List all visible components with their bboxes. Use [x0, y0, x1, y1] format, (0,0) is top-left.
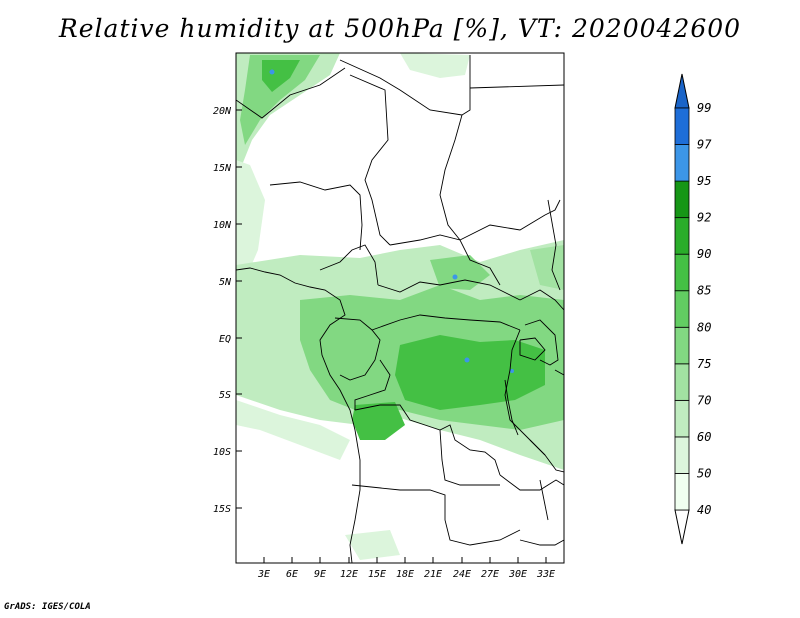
colorbar-segment: [674, 473, 690, 511]
lon-label: 18E: [396, 569, 414, 580]
border-niger-south: [269, 181, 363, 251]
border-tanzania: [529, 439, 564, 473]
map-frame: [235, 52, 565, 564]
border-nigeria-cameroon: [319, 244, 379, 286]
colorbar: 40 50 60 70 75 80 85 90 92 95 97 99: [674, 73, 712, 545]
colorbar-above-arrow: [674, 73, 690, 109]
credit-label: GrADS: IGES/COLA: [4, 602, 91, 612]
rh-region-angola: [352, 402, 405, 440]
colorbar-segment: [674, 399, 690, 438]
border-sudan-ss: [459, 199, 561, 241]
colorbar-segment: [674, 290, 690, 328]
rh-region-northwest-inner: [262, 60, 300, 92]
rh-region-southwest-tail: [236, 400, 350, 460]
lat-label: 10N: [213, 220, 232, 231]
border-angola-drc: [354, 404, 501, 476]
lon-label: 6E: [286, 569, 298, 580]
colorbar-label: 40: [697, 503, 711, 517]
country-boundaries: [236, 55, 564, 563]
rh-region-northwest-core: [240, 55, 320, 145]
lon-label: 3E: [257, 569, 270, 580]
colorbar-segment: [674, 180, 690, 219]
border-uganda-lake: [524, 319, 559, 366]
latitude-axis: 20N 15N 10N 5N EQ 5S 10S 15S: [213, 106, 242, 515]
lake-tanganyika: [504, 379, 519, 436]
border-east-ethiopia: [547, 199, 561, 291]
colorbar-label: 70: [697, 393, 711, 407]
lat-label: 15S: [213, 504, 231, 515]
lat-label: 5S: [219, 390, 231, 401]
rh-region-west-edge: [236, 160, 265, 290]
colorbar-segment: [674, 107, 690, 145]
rh-max-blue-2: [452, 274, 458, 280]
border-chad-sudan: [439, 114, 463, 241]
lon-label: 24E: [453, 569, 471, 580]
lon-label: 30E: [508, 569, 527, 580]
border-car-south: [377, 279, 521, 301]
colorbar-label: 50: [697, 466, 711, 480]
colorbar-below-arrow: [674, 509, 690, 545]
colorbar-segment: [674, 363, 690, 401]
lake-malawi: [539, 479, 549, 521]
colorbar-label: 92: [697, 211, 711, 225]
border-libya-chad: [339, 59, 463, 116]
colorbar-segment: [674, 144, 690, 182]
colorbar-label: 60: [697, 430, 711, 444]
map-title: Relative humidity at 500hPa [%], VT: 202…: [58, 14, 742, 43]
colorbar-label: 97: [697, 138, 712, 152]
lon-label: 21E: [424, 569, 442, 580]
border-drc-west: [354, 359, 391, 410]
lat-label: 10S: [213, 447, 231, 458]
rh-region-central-core: [395, 335, 545, 410]
border-sudan-north: [469, 84, 564, 89]
lat-label: EQ: [219, 334, 231, 345]
colorbar-segment: [674, 436, 690, 474]
border-ss-kenya: [519, 289, 564, 311]
border-kenya-tanzania: [554, 369, 564, 376]
border-drc-north: [371, 314, 521, 331]
colorbar-segment: [674, 326, 690, 365]
colorbar-segment: [674, 217, 690, 255]
border-niger-chad: [349, 74, 391, 246]
rh-region-north-top: [400, 53, 470, 78]
colorbar-segment: [674, 253, 690, 292]
colorbar-label: 90: [697, 247, 711, 261]
lat-label: 15N: [213, 163, 232, 174]
lon-label: 33E: [536, 569, 555, 580]
humidity-field: [236, 53, 564, 560]
rh-region-south-patch: [345, 530, 400, 560]
colorbar-label: 85: [697, 284, 711, 298]
rh-max-blue-4: [510, 369, 514, 373]
lon-label: 9E: [314, 569, 326, 580]
border-egypt-sudan: [461, 55, 471, 116]
lon-label: 27E: [481, 569, 499, 580]
colorbar-label: 99: [697, 101, 711, 115]
colorbar-label: 80: [697, 320, 711, 334]
border-gabon-congo: [334, 317, 381, 381]
longitude-axis: 3E 6E 9E 12E 15E 18E 21E 24E 27E 30E 33E: [257, 557, 555, 580]
rh-max-blue-3: [464, 357, 470, 363]
coastline-west: [236, 267, 361, 563]
border-zambia-east: [499, 474, 564, 491]
border-angola-zambia: [439, 429, 500, 486]
border-mali-niger: [236, 67, 346, 119]
rh-max-blue-1: [269, 69, 275, 75]
lon-label: 15E: [368, 569, 386, 580]
colorbar-label: 75: [697, 357, 711, 371]
lat-label: 5N: [219, 277, 232, 288]
border-mozambique: [519, 539, 564, 546]
colorbar-label: 95: [697, 174, 711, 188]
lake-victoria: [519, 337, 546, 361]
lon-label: 12E: [340, 569, 358, 580]
border-namibia: [351, 484, 521, 546]
lat-label: 20N: [213, 106, 232, 117]
border-drc-east: [504, 329, 546, 456]
rh-region-north-central: [430, 255, 490, 290]
